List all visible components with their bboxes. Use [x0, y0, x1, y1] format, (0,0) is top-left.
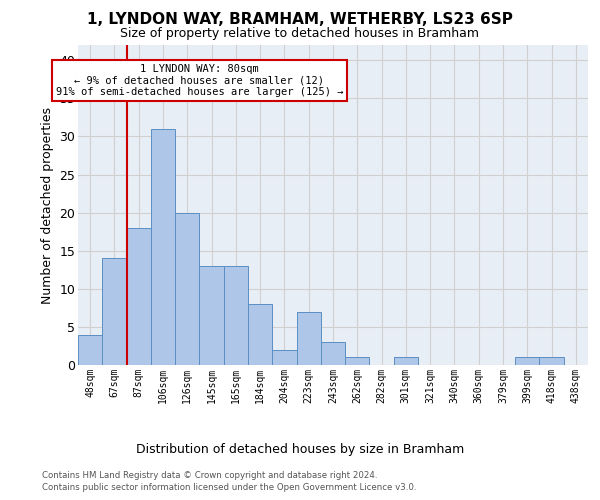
Bar	[539, 358, 564, 365]
Text: Size of property relative to detached houses in Bramham: Size of property relative to detached ho…	[121, 28, 479, 40]
Text: Contains HM Land Registry data © Crown copyright and database right 2024.: Contains HM Land Registry data © Crown c…	[42, 471, 377, 480]
Bar	[151, 129, 175, 365]
Bar	[224, 266, 248, 365]
Bar	[78, 334, 102, 365]
Bar	[515, 358, 539, 365]
Bar	[272, 350, 296, 365]
Bar	[394, 358, 418, 365]
Bar	[248, 304, 272, 365]
Y-axis label: Number of detached properties: Number of detached properties	[41, 106, 54, 304]
Bar	[175, 212, 199, 365]
Bar	[127, 228, 151, 365]
Text: Distribution of detached houses by size in Bramham: Distribution of detached houses by size …	[136, 442, 464, 456]
Bar	[321, 342, 345, 365]
Text: Contains public sector information licensed under the Open Government Licence v3: Contains public sector information licen…	[42, 484, 416, 492]
Bar	[296, 312, 321, 365]
Bar	[102, 258, 127, 365]
Text: 1 LYNDON WAY: 80sqm
← 9% of detached houses are smaller (12)
91% of semi-detache: 1 LYNDON WAY: 80sqm ← 9% of detached hou…	[56, 64, 343, 97]
Bar	[345, 358, 370, 365]
Bar	[199, 266, 224, 365]
Text: 1, LYNDON WAY, BRAMHAM, WETHERBY, LS23 6SP: 1, LYNDON WAY, BRAMHAM, WETHERBY, LS23 6…	[87, 12, 513, 28]
